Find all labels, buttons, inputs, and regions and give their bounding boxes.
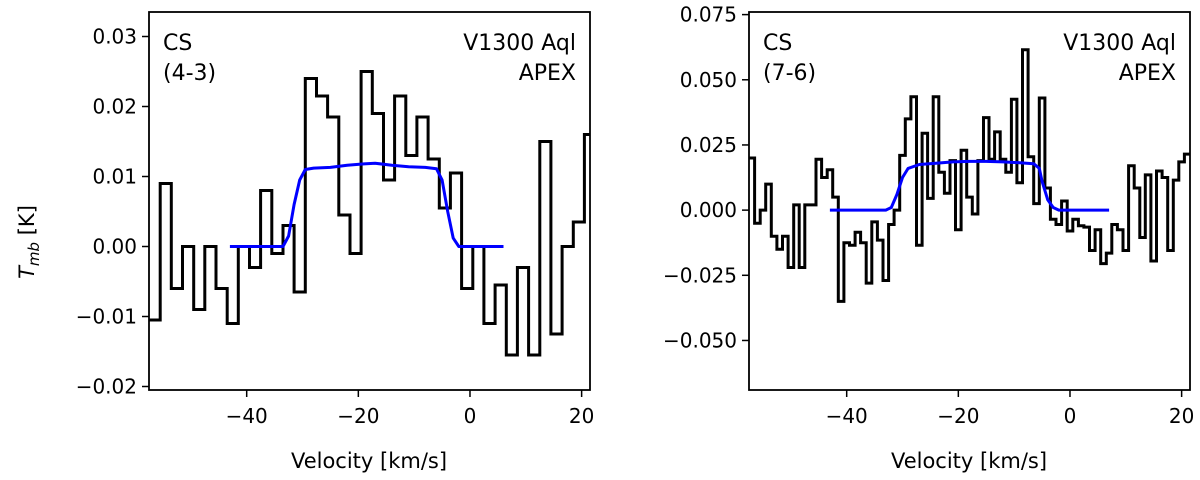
panel-2-y-tick-label: 0.000 bbox=[680, 198, 737, 222]
panel-1-y-tick-label: 0.02 bbox=[92, 95, 137, 119]
y-axis-label-unit: [K] bbox=[15, 205, 39, 242]
panel-2-transition-label: (7-6) bbox=[763, 61, 816, 86]
panel-1-x-tick-label: −40 bbox=[226, 404, 268, 428]
panel-2-model-line bbox=[829, 159, 1110, 212]
panel-1-x-axis-label: Velocity [km/s] bbox=[291, 449, 447, 473]
panel-2-y-tick-label: 0.075 bbox=[680, 3, 737, 27]
y-axis-label-symbol: T bbox=[15, 264, 39, 279]
panel-1-molecule-label: CS bbox=[163, 31, 192, 56]
y-axis-label-subscript: mb bbox=[25, 242, 43, 266]
panel-2-y-tick-label: 0.025 bbox=[680, 133, 737, 157]
panel-2-y-tick-label: −0.050 bbox=[663, 328, 737, 352]
panel-2-y-tick-label: −0.025 bbox=[663, 263, 737, 287]
panel-1-model-line bbox=[229, 161, 504, 248]
y-axis-label: Tmb [K] bbox=[15, 205, 43, 279]
panel-1-y-tick-label: 0.01 bbox=[92, 165, 137, 189]
panel-2-x-axis-label: Velocity [km/s] bbox=[891, 449, 1047, 473]
panel-2-x-tick-label: −40 bbox=[826, 404, 868, 428]
panel-2-x-tick-label: 20 bbox=[1169, 404, 1194, 428]
panel-1-y-tick-label: 0.03 bbox=[92, 25, 137, 49]
panel-1-source-label: V1300 Aql bbox=[463, 31, 576, 56]
panel-cs-4-3: CS (4-3) V1300 Aql APEX Velocity [km/s] … bbox=[15, 11, 594, 473]
panel-1-x-tick-label: 20 bbox=[569, 404, 594, 428]
panel-2-x-tick-label: 0 bbox=[1064, 404, 1077, 428]
panel-1-transition-label: (4-3) bbox=[163, 61, 216, 86]
panel-2-y-tick-label: 0.050 bbox=[680, 68, 737, 92]
panel-1-y-tick-label: 0.00 bbox=[92, 235, 137, 259]
panel-2-axes-frame bbox=[748, 11, 1191, 391]
panel-1-y-tick-label: −0.01 bbox=[76, 305, 137, 329]
panel-1-y-tick-label: −0.02 bbox=[76, 375, 137, 399]
panel-1-spectrum-line bbox=[149, 70, 590, 357]
panel-1-telescope-label: APEX bbox=[519, 61, 576, 86]
panel-2-source-label: V1300 Aql bbox=[1063, 31, 1176, 56]
panel-1-x-tick-label: −20 bbox=[337, 404, 379, 428]
panel-1-axes-frame bbox=[148, 11, 591, 391]
panel-2-spectrum-line bbox=[749, 48, 1190, 303]
panel-2-telescope-label: APEX bbox=[1119, 61, 1176, 86]
panel-2-x-tick-label: −20 bbox=[937, 404, 979, 428]
panel-1-x-tick-label: 0 bbox=[464, 404, 477, 428]
panel-cs-7-6: CS (7-6) V1300 Aql APEX Velocity [km/s] … bbox=[663, 3, 1194, 473]
panel-2-molecule-label: CS bbox=[763, 31, 792, 56]
